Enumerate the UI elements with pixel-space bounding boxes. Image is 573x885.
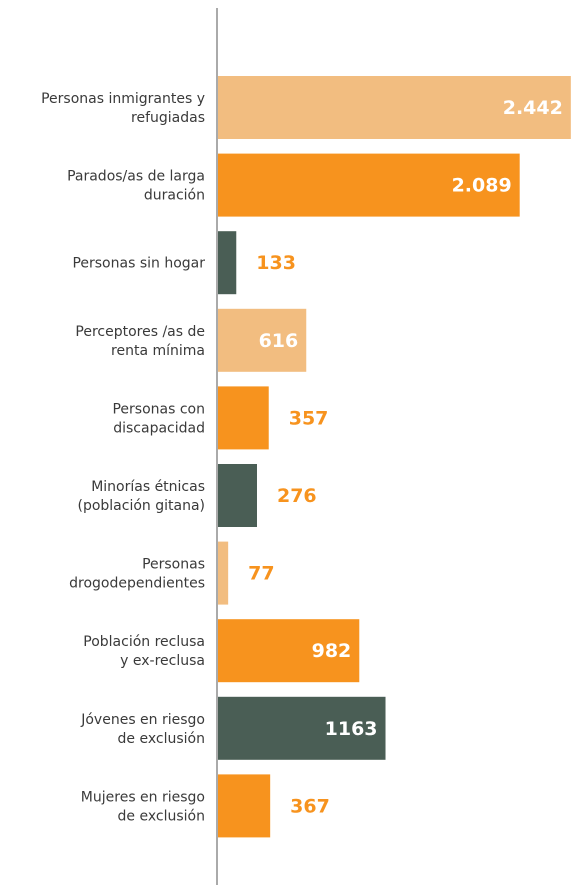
value-label: 133 [256, 252, 296, 274]
category-line: y ex-reclusa [120, 653, 205, 669]
category-label: Mujeres en riesgo de exclusión [81, 789, 205, 824]
category-line: de exclusión [118, 731, 205, 747]
bar [218, 774, 271, 838]
value-label: 77 [248, 563, 274, 585]
category-label: Personas con discapacidad [112, 401, 205, 436]
bar [218, 541, 229, 605]
bar [218, 231, 237, 295]
category-line: discapacidad [113, 420, 205, 436]
value-label: 276 [277, 485, 317, 507]
category-line: Parados/as de larga [67, 169, 205, 185]
value-label: 357 [289, 407, 329, 429]
category-line: renta mínima [111, 343, 205, 359]
value-label: 2.089 [452, 175, 512, 197]
bar [218, 153, 520, 217]
category-line: duración [144, 188, 205, 204]
bar [218, 464, 257, 527]
category-line: Población reclusa [83, 634, 205, 650]
category-line: refugiadas [131, 110, 205, 126]
category-label: Perceptores /as de renta mínima [75, 324, 205, 359]
category-label: Población reclusa y ex-reclusa [83, 634, 205, 669]
category-label: Personas drogodependientes [69, 557, 205, 592]
bar [218, 76, 571, 139]
value-label: 616 [259, 330, 299, 352]
value-label: 982 [312, 640, 352, 662]
category-line: Minorías étnicas [91, 479, 205, 495]
value-label: 367 [290, 795, 330, 817]
category-label: Personas sin hogar [72, 256, 205, 272]
bar [218, 308, 307, 372]
value-label: 1163 [325, 718, 378, 740]
bar [218, 696, 386, 760]
category-label: Jóvenes en riesgo de exclusión [80, 712, 205, 747]
category-label: Minorías étnicas (población gitana) [77, 479, 205, 514]
category-line: Personas con [112, 401, 205, 417]
category-line: drogodependientes [69, 576, 205, 592]
category-line: (población gitana) [77, 498, 205, 514]
category-line: Perceptores /as de [75, 324, 205, 340]
category-label: Parados/as de larga duración [67, 169, 205, 204]
category-line: Jóvenes en riesgo [80, 712, 205, 728]
bar [218, 619, 360, 683]
category-line: Personas inmigrantes y [41, 91, 205, 107]
category-line: Mujeres en riesgo [81, 789, 205, 805]
value-label: 2.442 [503, 97, 563, 119]
category-label: Personas inmigrantes y refugiadas [41, 91, 205, 126]
category-line: Personas [142, 557, 205, 573]
category-line: de exclusión [118, 808, 205, 824]
bar [218, 386, 269, 450]
category-line: Personas sin hogar [72, 256, 205, 272]
